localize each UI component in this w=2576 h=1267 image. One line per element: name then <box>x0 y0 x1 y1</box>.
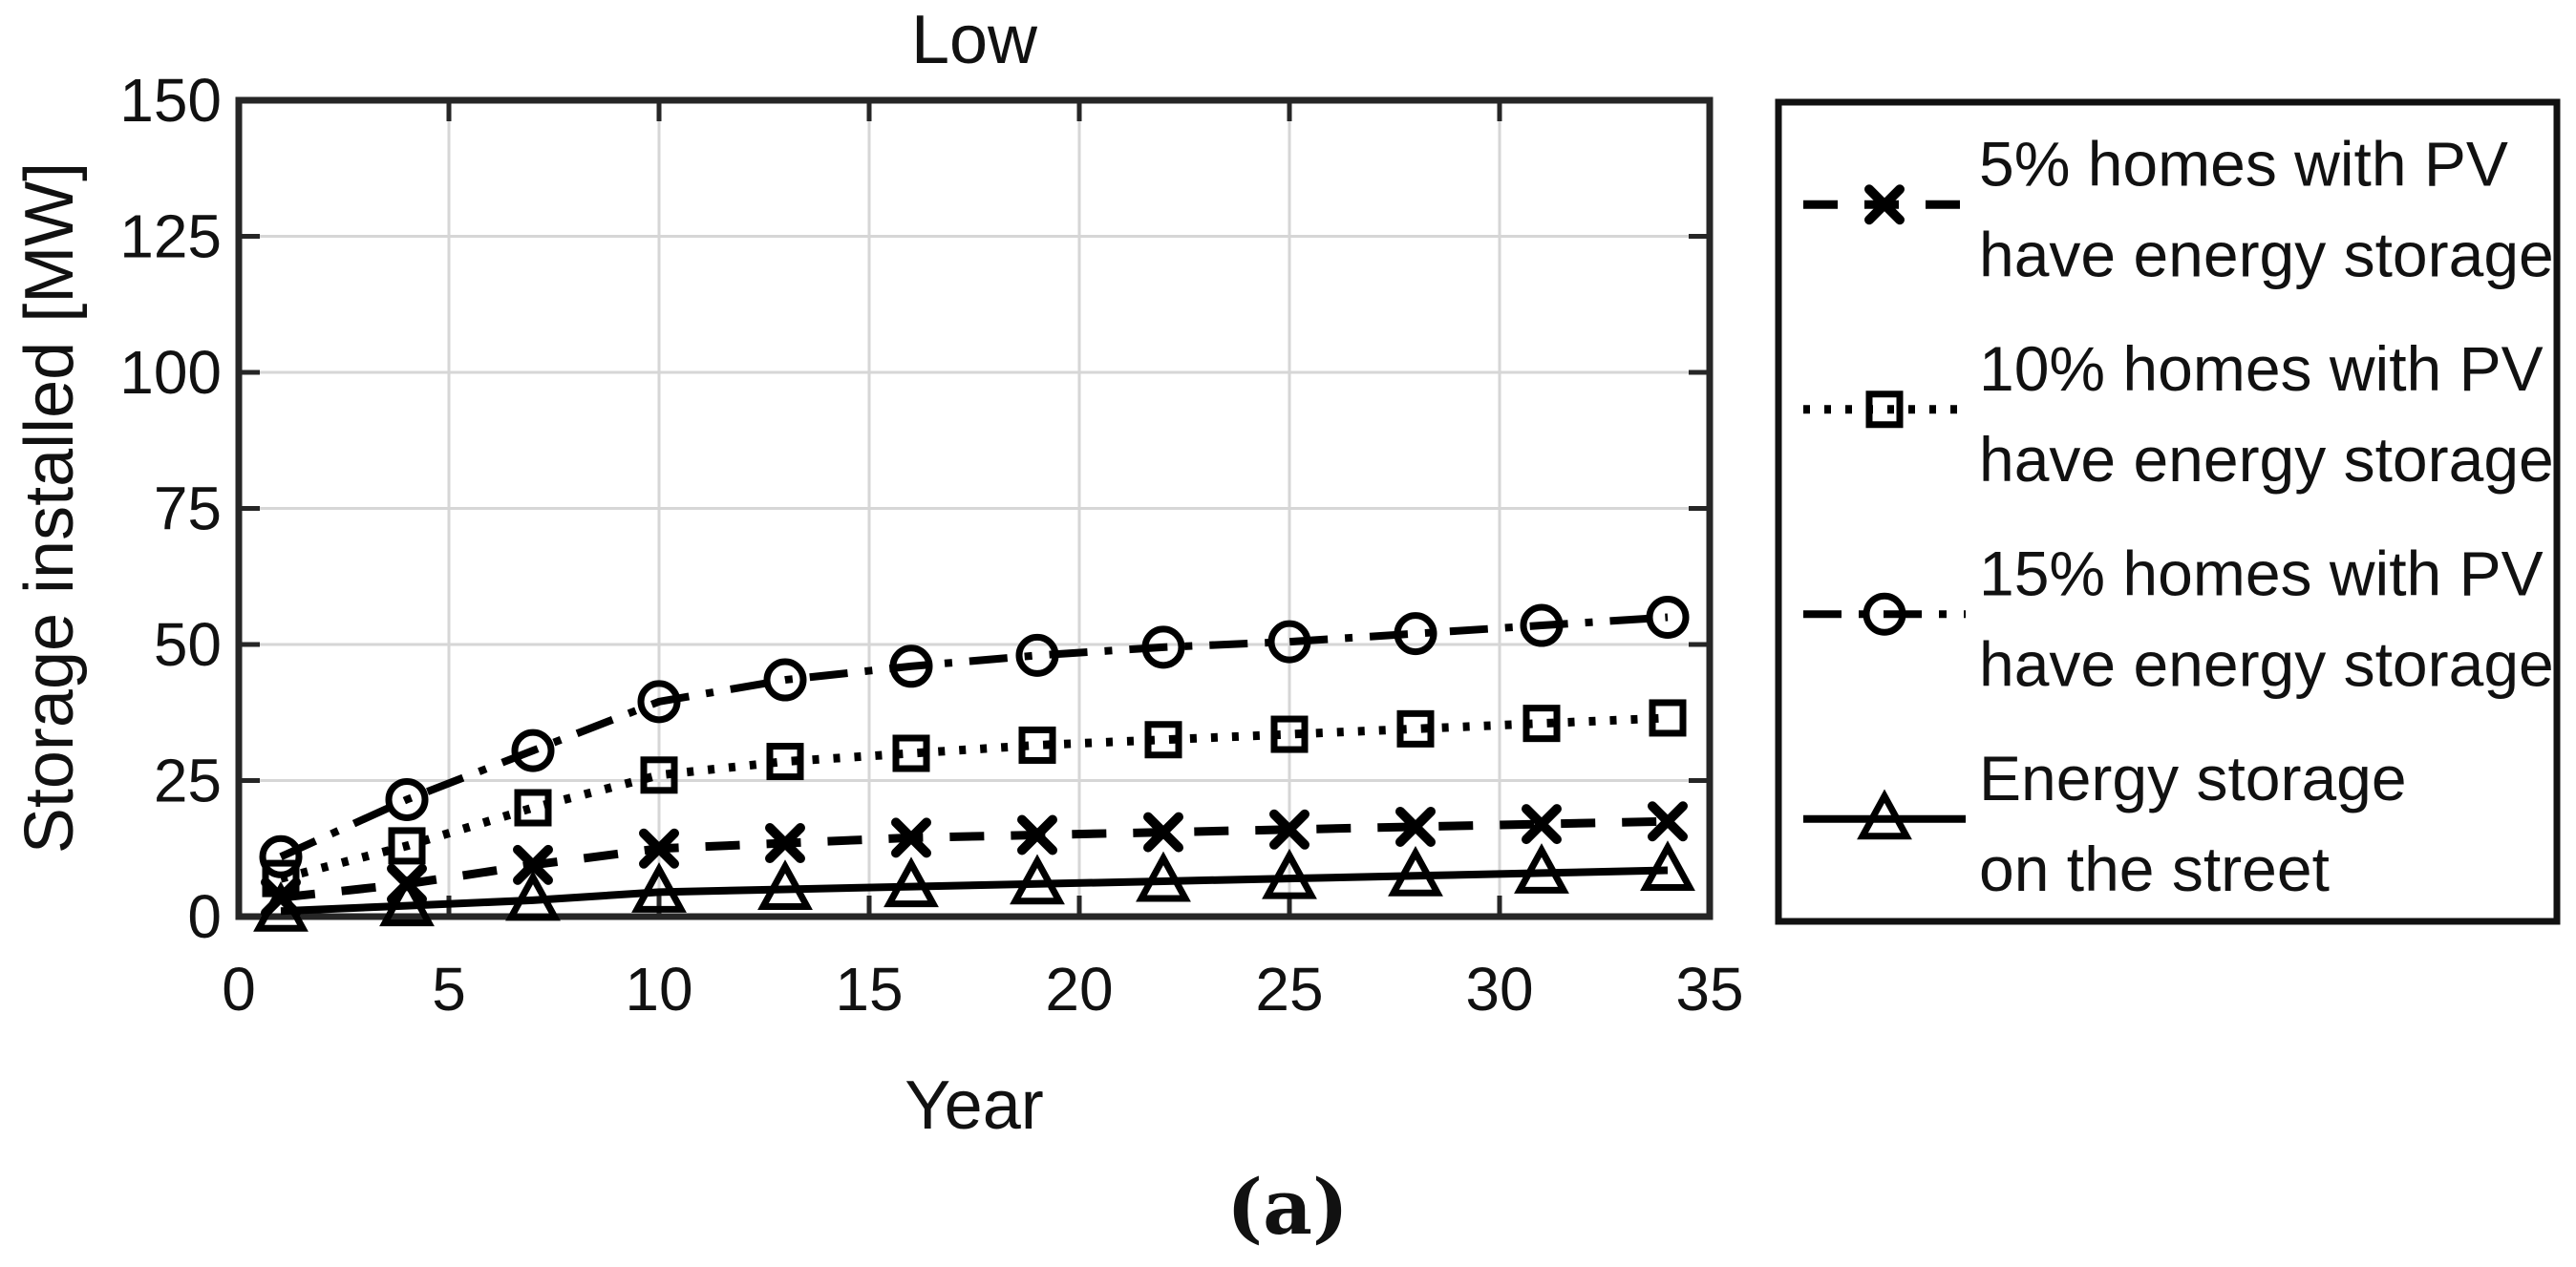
data-marker-x <box>639 828 679 869</box>
data-marker-x <box>1522 804 1562 845</box>
y-axis-label: Storage installed [MW] <box>11 161 88 855</box>
data-marker-circle <box>385 777 429 821</box>
data-marker-circle <box>763 658 807 702</box>
data-marker-triangle <box>631 862 687 913</box>
legend-marker-circle <box>1863 592 1906 636</box>
data-marker-circle <box>1141 625 1185 669</box>
series-line-circle <box>279 613 1669 860</box>
data-marker-x <box>513 844 553 885</box>
data-marker-triangle <box>757 859 813 910</box>
chart-title: Low <box>910 2 1038 78</box>
data-marker-circle <box>1394 612 1437 656</box>
data-marker-circle <box>637 680 681 724</box>
x-tick-label: 20 <box>1045 955 1113 1024</box>
y-tick-label: 100 <box>119 338 222 407</box>
y-tick-label: 25 <box>154 747 222 815</box>
data-marker-triangle <box>1514 843 1569 894</box>
data-marker-triangle <box>1388 845 1443 897</box>
y-tick-label: 125 <box>119 202 222 271</box>
data-marker-triangle <box>1640 840 1695 892</box>
legend-label: Energy storage <box>1979 743 2407 813</box>
data-marker-triangle <box>379 876 435 927</box>
x-tick-label: 10 <box>625 955 692 1024</box>
y-tick-label: 75 <box>154 475 222 543</box>
data-marker-triangle <box>1262 848 1317 899</box>
y-tick-label: 150 <box>119 66 222 135</box>
data-marker-x <box>1143 812 1183 853</box>
data-marker-x <box>1269 809 1309 850</box>
data-marker-triangle <box>505 870 561 921</box>
data-marker-triangle <box>1136 851 1191 902</box>
data-marker-circle <box>511 729 555 772</box>
data-marker-circle <box>1646 596 1690 639</box>
x-tick-label: 15 <box>835 955 903 1024</box>
data-marker-square <box>1018 726 1056 764</box>
data-marker-circle <box>1520 603 1564 647</box>
x-axis-label: Year <box>905 1067 1044 1144</box>
data-marker-x <box>1395 806 1436 847</box>
data-marker-square <box>1144 721 1182 759</box>
legend-label: have energy storage <box>1979 424 2554 495</box>
legend-marker-square <box>1865 391 1904 429</box>
x-tick-label: 35 <box>1675 955 1743 1024</box>
legend-marker-x <box>1864 184 1905 225</box>
legend-label: 10% homes with PV <box>1979 333 2544 404</box>
data-marker-triangle <box>884 856 939 908</box>
data-marker-square <box>766 743 804 781</box>
y-tick-label: 0 <box>187 882 222 951</box>
data-marker-x <box>1648 801 1688 842</box>
x-tick-label: 25 <box>1255 955 1323 1024</box>
data-marker-square <box>1649 699 1687 737</box>
data-marker-square <box>640 756 678 794</box>
data-marker-circle <box>1267 620 1311 664</box>
legend-label: 15% homes with PV <box>1979 538 2544 608</box>
data-marker-x <box>765 823 805 864</box>
series-line-square <box>279 713 1669 883</box>
data-marker-x <box>1017 814 1057 855</box>
data-marker-circle <box>889 644 933 688</box>
legend-marker-triangle <box>1857 789 1912 840</box>
data-marker-square <box>1396 709 1435 748</box>
legend-label: 5% homes with PV <box>1979 128 2508 199</box>
legend-label: on the street <box>1979 834 2330 904</box>
y-tick-label: 50 <box>154 610 222 679</box>
legend-label: have energy storage <box>1979 628 2554 699</box>
data-marker-circle <box>259 834 303 878</box>
legend-label: have energy storage <box>1979 219 2554 289</box>
legend-box <box>1775 98 2561 925</box>
data-marker-square <box>1270 715 1309 753</box>
series-line-triangle <box>280 866 1669 916</box>
data-marker-square <box>388 827 426 865</box>
data-marker-x <box>891 817 931 858</box>
series-line-x <box>280 816 1669 902</box>
data-marker-circle <box>1015 633 1059 677</box>
data-marker-square <box>892 734 930 772</box>
data-marker-triangle <box>253 881 309 932</box>
subfigure-caption: (a) <box>1226 1162 1349 1252</box>
data-marker-square <box>514 789 552 827</box>
x-tick-label: 5 <box>432 955 466 1024</box>
data-marker-square <box>1522 705 1561 743</box>
x-tick-label: 0 <box>222 955 256 1024</box>
data-marker-triangle <box>1010 854 1065 905</box>
x-tick-label: 30 <box>1465 955 1533 1024</box>
